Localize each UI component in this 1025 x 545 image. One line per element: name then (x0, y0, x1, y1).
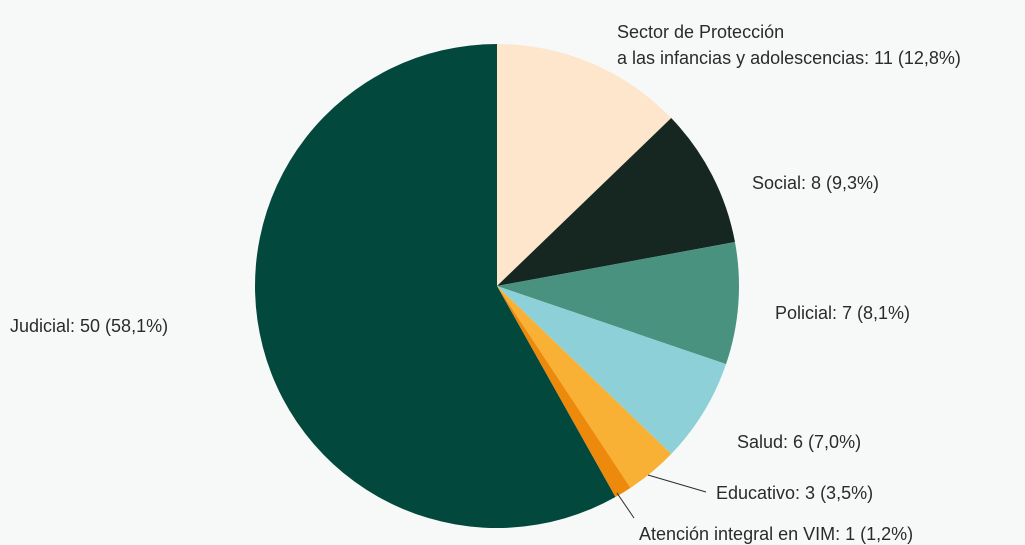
slice-label-judicial: Judicial: 50 (58,1%) (10, 316, 168, 336)
slice-label-proteccion-line2: a las infancias y adolescencias: 11 (12,… (617, 48, 961, 68)
pie-slice-judicial (255, 44, 616, 529)
pie-slice-educativo (497, 286, 672, 488)
slice-label-proteccion-line1: Sector de Protección (617, 22, 784, 42)
slice-label-social: Social: 8 (9,3%) (752, 173, 879, 193)
slice-label-salud: Salud: 6 (7,0%) (737, 432, 861, 452)
slice-label-atencion-vim: Atención integral en VIM: 1 (1,2%) (639, 524, 913, 544)
pie-slices (255, 44, 739, 529)
pie-slice-policial (497, 242, 739, 365)
pie-slice-sector-de-proteccion-a-las-infancias-y-adolescencias (497, 44, 672, 286)
slice-label-educativo: Educativo: 3 (3,5%) (716, 483, 873, 503)
leader-line-atencion-vim (616, 492, 635, 519)
pie-slice-atencion-integral-en-vim (497, 286, 631, 498)
pie-slice-salud (497, 286, 727, 454)
slice-label-policial: Policial: 7 (8,1%) (775, 303, 910, 323)
pie-slice-social (497, 118, 735, 286)
leader-line-educativo (647, 474, 707, 493)
